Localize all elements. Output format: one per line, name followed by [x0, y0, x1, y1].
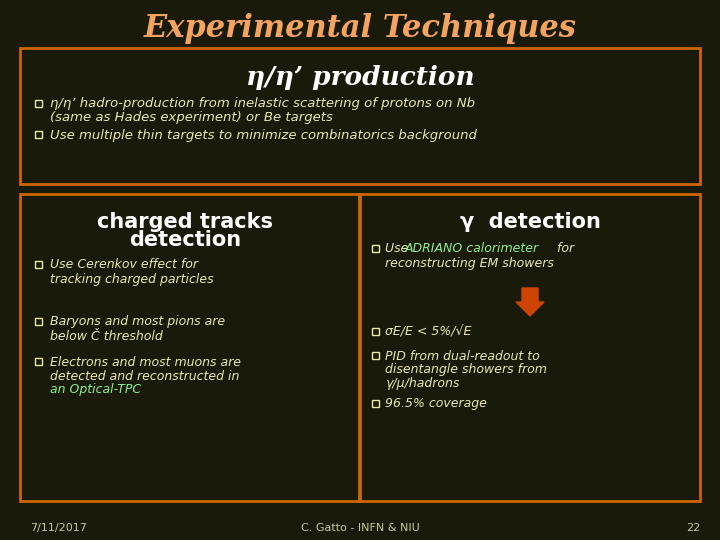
Bar	[35, 358, 42, 365]
Bar	[35, 261, 42, 268]
Text: Experimental Techniques: Experimental Techniques	[143, 12, 577, 44]
Text: Baryons and most pions are: Baryons and most pions are	[50, 315, 225, 328]
FancyBboxPatch shape	[360, 194, 700, 501]
Text: disentangle showers from: disentangle showers from	[385, 363, 547, 376]
Text: 22: 22	[685, 523, 700, 533]
Text: an Optical-TPC: an Optical-TPC	[50, 383, 141, 396]
Bar	[372, 245, 379, 252]
Bar	[35, 318, 42, 325]
Text: 7/11/2017: 7/11/2017	[30, 523, 87, 533]
Text: reconstructing EM showers: reconstructing EM showers	[385, 256, 554, 269]
Text: Use: Use	[385, 242, 413, 255]
Text: Electrons and most muons are: Electrons and most muons are	[50, 355, 241, 368]
Bar	[372, 400, 379, 407]
Bar	[35, 100, 42, 107]
Bar	[372, 352, 379, 359]
Bar	[372, 328, 379, 335]
FancyBboxPatch shape	[20, 194, 359, 501]
Text: γ/µ/hadrons: γ/µ/hadrons	[385, 377, 459, 390]
Text: 96.5% coverage: 96.5% coverage	[385, 397, 487, 410]
Text: C. Gatto - INFN & NIU: C. Gatto - INFN & NIU	[301, 523, 419, 533]
Text: for: for	[553, 242, 574, 255]
Text: η/η’ hadro-production from inelastic scattering of protons on Nb: η/η’ hadro-production from inelastic sca…	[50, 98, 475, 111]
FancyArrow shape	[516, 288, 544, 316]
Text: (same as Hades experiment) or Be targets: (same as Hades experiment) or Be targets	[50, 111, 333, 125]
Text: γ  detection: γ detection	[459, 212, 600, 232]
Text: detection: detection	[129, 230, 241, 250]
Text: detected and reconstructed in: detected and reconstructed in	[50, 369, 239, 382]
Text: σE/E < 5%/√E: σE/E < 5%/√E	[385, 326, 472, 339]
Text: below Č threshold: below Č threshold	[50, 329, 163, 342]
Text: tracking charged particles: tracking charged particles	[50, 273, 214, 286]
Text: Use Cerenkov effect for: Use Cerenkov effect for	[50, 259, 198, 272]
Text: Use multiple thin targets to minimize combinatorics background: Use multiple thin targets to minimize co…	[50, 129, 477, 141]
Text: PID from dual-readout to: PID from dual-readout to	[385, 349, 540, 362]
Text: ADRIANO calorimeter: ADRIANO calorimeter	[405, 242, 539, 255]
Text: η/η’ production: η/η’ production	[246, 65, 474, 91]
Text: charged tracks: charged tracks	[97, 212, 273, 232]
Bar	[35, 131, 42, 138]
FancyBboxPatch shape	[20, 48, 700, 184]
